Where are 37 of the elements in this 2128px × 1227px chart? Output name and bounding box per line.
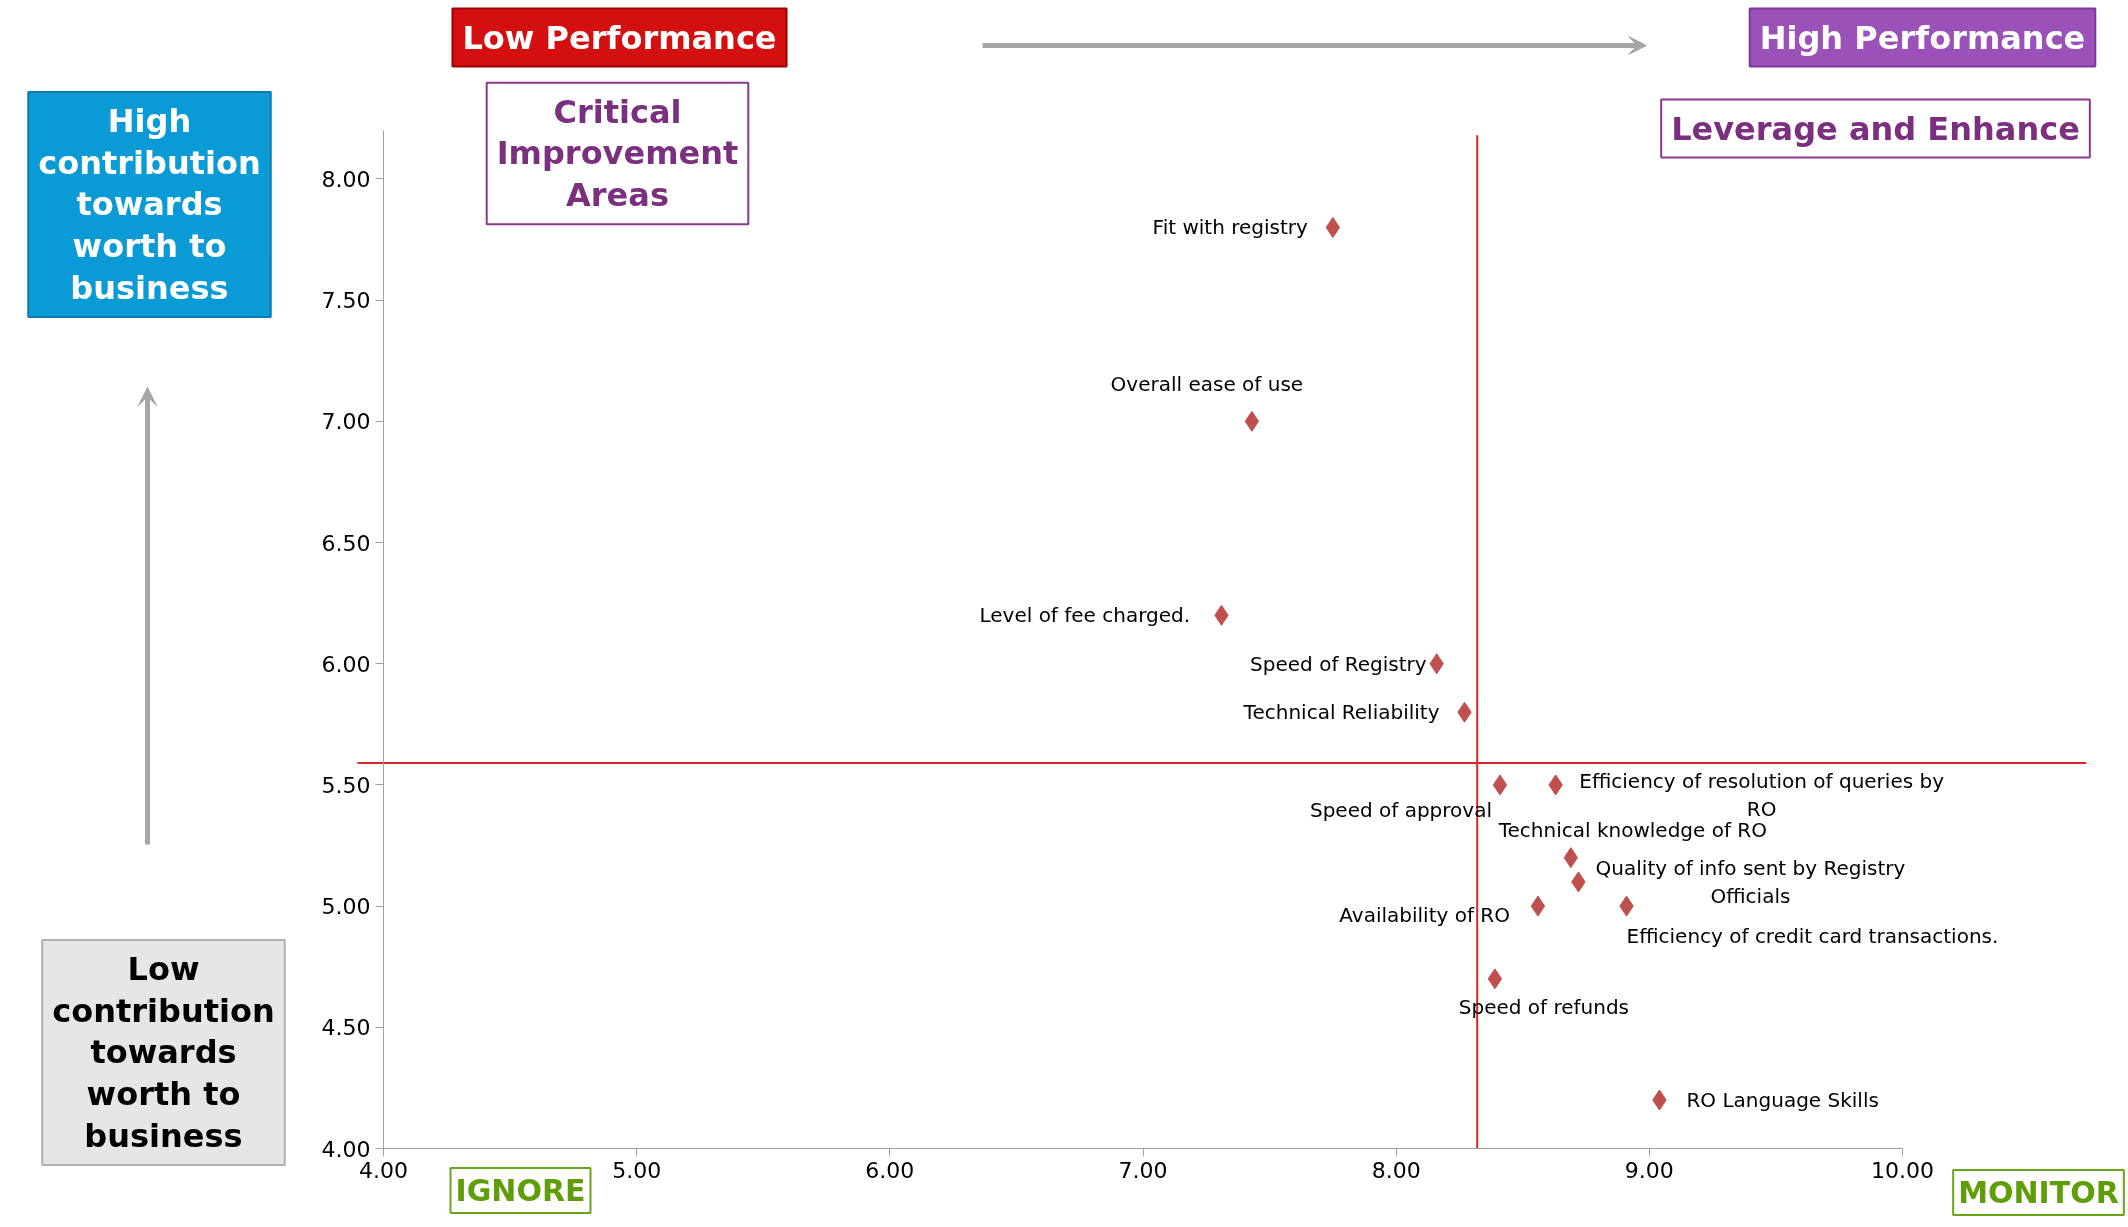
text: High contribution towards worth to business [38,101,261,308]
annotation: Overall ease of use [1110,372,1304,397]
x-tick-label: 9.00 [1624,1157,1674,1183]
text: IGNORE [455,1173,586,1208]
y-tick-label: 5.50 [321,772,371,798]
point [1492,774,1508,796]
annotation: Speed of Registry [1250,651,1427,676]
x-tick-label: 10.00 [1871,1157,1934,1183]
point [1244,410,1260,432]
text: Low Performance [462,18,777,57]
point [1530,895,1546,917]
y-tick-label: 4.50 [321,1015,371,1041]
text: Low contribution towards worth to business [52,949,275,1156]
x-tick-label: 8.00 [1371,1157,1421,1183]
annotation: Efficiency of credit card transactions. [1626,924,1999,949]
annotation: Critical Improvement Areas [496,92,739,215]
y-tick-label: 5.00 [321,894,371,920]
annotation: Technical Reliability [1242,700,1440,725]
x-tick-label: 6.00 [865,1157,915,1183]
annotation: Leverage and Enhance [1671,109,2080,148]
y-tick-label: 7.50 [321,288,371,314]
x-tick-label: 7.00 [1118,1157,1168,1183]
text: High Performance [1759,18,2086,57]
point [1487,968,1503,990]
y-tick-label: 6.50 [321,530,371,556]
y-tick-label: 8.00 [321,166,371,192]
annotation: RO Language Skills [1686,1088,1879,1113]
annotation: Level of fee charged. [979,603,1191,628]
y-tick-label: 7.00 [321,409,371,435]
text: MONITOR [1958,1175,2119,1210]
point [1563,847,1579,869]
annotation: Quality of info sent by Registry Officials [1595,856,1906,908]
annotation: Availability of RO [1339,903,1510,928]
point [1325,216,1341,238]
y-tick-label: 6.00 [321,651,371,677]
annotation: Fit with registry [1152,215,1309,240]
x-tick-label: 5.00 [612,1157,662,1183]
